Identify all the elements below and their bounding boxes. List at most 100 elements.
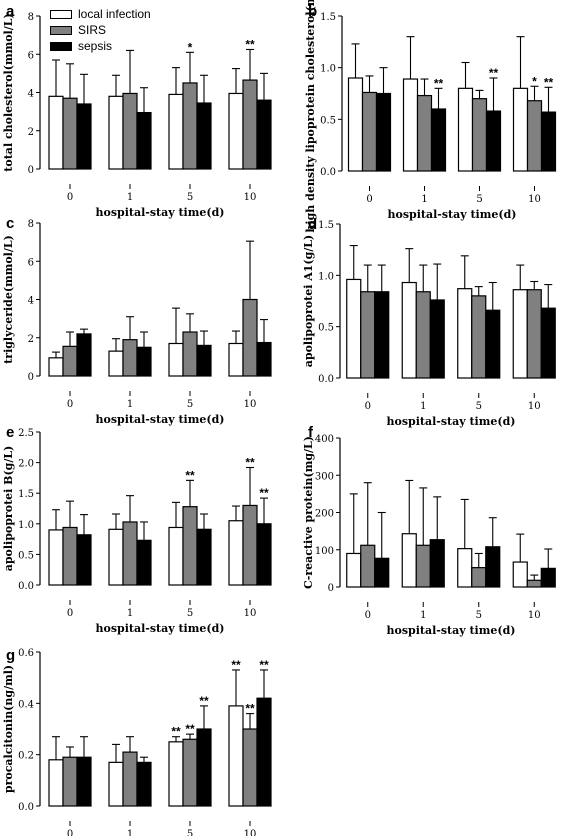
x-tick-label: 0 — [67, 829, 73, 836]
x-tick-label: 10 — [528, 610, 541, 621]
x-tick-label: 1 — [127, 192, 133, 203]
y-tick-label: 0.0 — [18, 802, 34, 813]
x-tick-label: 10 — [244, 192, 257, 203]
bar — [526, 100, 543, 172]
bar — [122, 521, 138, 586]
bar — [256, 99, 272, 170]
legend-label-sepsis: sepsis — [78, 39, 113, 53]
bar — [457, 548, 473, 588]
panel-letter: c — [6, 215, 14, 232]
bar — [415, 291, 431, 379]
bar — [228, 520, 244, 586]
y-tick-label: 2 — [28, 334, 34, 345]
bar — [168, 526, 184, 586]
y-axis-label: procalcitonin(ng/ml) — [2, 665, 15, 793]
bar — [457, 288, 473, 379]
bar — [485, 546, 501, 588]
bar — [485, 309, 501, 379]
bar — [512, 87, 529, 172]
significance-marker: ** — [544, 75, 554, 89]
y-axis-label: total cholesterol(mmol/L) — [2, 13, 15, 171]
panel-letter: e — [6, 424, 14, 441]
bar — [108, 761, 124, 807]
significance-marker: ** — [489, 66, 499, 80]
y-axis-label: apolipoprotei B(g/L) — [2, 446, 15, 572]
bar — [347, 77, 364, 172]
x-tick-label: 5 — [187, 192, 193, 203]
bar — [242, 504, 258, 586]
bar — [122, 92, 138, 170]
bar — [62, 756, 78, 807]
bar — [62, 345, 78, 377]
y-tick-label: 0.5 — [18, 550, 34, 561]
x-axis-label: hospital-stay time(d) — [387, 624, 516, 637]
bar — [136, 346, 152, 377]
significance-marker: ** — [231, 658, 241, 672]
x-tick-label: 0 — [365, 610, 371, 621]
x-axis-label: hospital-stay time(d) — [96, 206, 225, 219]
bar — [346, 278, 362, 379]
bar — [62, 97, 78, 170]
y-tick-label: 300 — [315, 471, 334, 482]
bar — [374, 557, 390, 588]
legend-swatch-sepsis — [50, 41, 72, 51]
x-tick-label: 10 — [244, 829, 257, 836]
bar — [182, 738, 198, 807]
significance-marker: ** — [199, 694, 209, 708]
x-tick-label: 1 — [127, 608, 133, 619]
bar — [196, 102, 212, 170]
y-tick-label: 0.0 — [318, 374, 334, 385]
bar — [48, 95, 64, 170]
x-axis-label: hospital-stay time(d) — [96, 413, 225, 426]
bar — [228, 705, 244, 807]
x-tick-label: 1 — [421, 194, 427, 205]
x-axis-label: hospital-stay time(d) — [387, 415, 516, 428]
bar — [485, 110, 502, 172]
panel-letter: a — [6, 3, 15, 20]
bar — [401, 533, 417, 588]
panel-letter: g — [6, 647, 15, 664]
bar — [122, 751, 138, 807]
y-tick-label: 1.5 — [18, 489, 34, 500]
y-tick-label: 0.6 — [18, 648, 34, 659]
significance-marker: * — [188, 40, 193, 54]
bar — [540, 567, 556, 588]
bar — [168, 741, 184, 807]
x-tick-label: 1 — [127, 399, 133, 410]
legend-swatch-local-infection — [50, 9, 72, 19]
y-tick-label: 6 — [28, 50, 34, 61]
bar — [526, 289, 542, 379]
y-tick-label: 2 — [28, 127, 34, 138]
significance-marker: ** — [259, 486, 269, 500]
y-tick-label: 0.5 — [318, 323, 334, 334]
bar — [136, 539, 152, 586]
bar — [76, 103, 92, 170]
x-tick-label: 5 — [187, 829, 193, 836]
bar — [122, 339, 138, 377]
y-axis-label: triglyceride(mmol/L) — [2, 235, 15, 364]
y-tick-label: 0.4 — [18, 699, 34, 710]
bar — [526, 579, 542, 588]
bar — [256, 341, 272, 377]
bar — [168, 93, 184, 170]
x-tick-label: 10 — [528, 401, 541, 412]
significance-marker: ** — [245, 455, 255, 469]
bar — [360, 291, 376, 379]
y-tick-label: 1.0 — [320, 64, 336, 75]
bar — [416, 94, 433, 172]
bar — [415, 544, 431, 588]
y-tick-label: 200 — [315, 509, 334, 520]
x-tick-label: 1 — [420, 610, 426, 621]
bar — [512, 289, 528, 379]
x-axis-label: hospital-stay time(d) — [96, 622, 225, 635]
y-tick-label: 1.0 — [318, 271, 334, 282]
y-tick-label: 2.5 — [18, 428, 34, 439]
bar — [48, 529, 64, 586]
x-axis-label: hospital-stay time(d) — [388, 208, 517, 221]
panel-letter: d — [308, 216, 317, 233]
y-tick-label: 4 — [28, 89, 34, 100]
bar — [48, 357, 64, 377]
